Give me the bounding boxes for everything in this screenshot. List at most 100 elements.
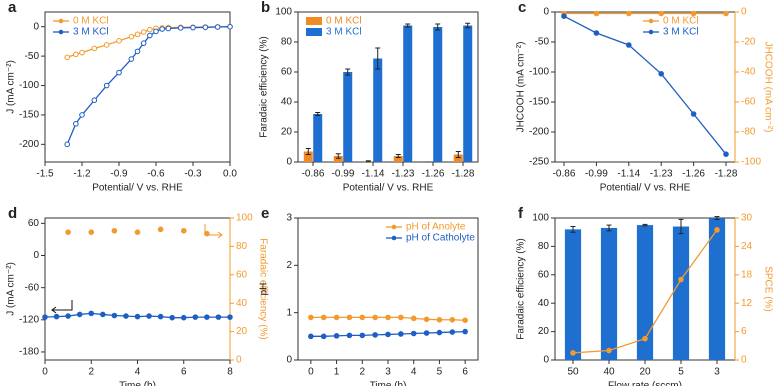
data-point — [169, 314, 175, 321]
legend-label: 3 M KCl — [663, 27, 699, 38]
data-point — [76, 311, 83, 318]
x-tick-label: 0.0 — [223, 169, 237, 180]
x-tick-label: 4 — [135, 367, 141, 378]
data-point — [359, 332, 366, 339]
data-point — [593, 30, 600, 36]
data-point — [42, 314, 48, 320]
bar — [303, 151, 313, 162]
y2-tick-label: 24 — [741, 241, 753, 252]
data-point — [449, 329, 456, 335]
x-tick-label: -1.28 — [715, 169, 738, 180]
data-point — [64, 54, 70, 61]
data-point — [204, 314, 210, 320]
panel-label: b — [261, 0, 270, 16]
y2-tick-label: 30 — [741, 213, 753, 224]
y-tick-label: 100 — [275, 7, 292, 18]
y-axis-label: Faradaic efficiency (%) — [259, 36, 270, 138]
x-tick-label: 6 — [181, 367, 187, 378]
y-tick-label: -100 — [19, 80, 39, 91]
y2-tick-label: -80 — [741, 127, 756, 138]
data-point — [177, 25, 184, 31]
plot-frame — [554, 11, 736, 163]
error-bar — [375, 47, 381, 70]
legend-marker — [391, 235, 397, 241]
data-point — [658, 71, 665, 77]
data-point — [449, 316, 456, 323]
y-tick-label: -150 — [19, 110, 39, 121]
data-point — [606, 347, 612, 354]
data-point — [626, 42, 632, 48]
y-tick-label: 60 — [538, 269, 550, 280]
x-tick-label: -1.5 — [36, 169, 54, 180]
bar — [453, 154, 463, 162]
data-point — [140, 29, 147, 35]
data-point — [593, 10, 600, 17]
data-point — [190, 24, 196, 31]
panel-label: c — [518, 0, 526, 16]
y2-tick-label: -40 — [741, 67, 756, 78]
x-axis-label: Potential/ V vs. RHE — [343, 183, 434, 194]
data-point — [147, 26, 153, 33]
data-point — [73, 120, 79, 127]
plot-frame — [44, 11, 231, 163]
data-point — [410, 330, 417, 337]
y-tick-label: 0 — [286, 355, 292, 366]
data-point — [123, 313, 129, 319]
data-point — [227, 314, 233, 320]
y-axis-label: Faradaic efficiency (%) — [516, 238, 527, 340]
panel: b 0 20 40 60 80 100 -0.86 -0.99 -1.14 -1.23 -1.26 -1… — [259, 0, 479, 194]
data-point — [690, 10, 697, 17]
bar — [708, 218, 726, 360]
x-tick-label: -1.26 — [422, 169, 445, 180]
y-tick-label: 0 — [286, 157, 292, 168]
x-tick-label: 6 — [462, 367, 468, 378]
y2-tick-label: 40 — [236, 298, 248, 309]
y-tick-label: 1 — [286, 307, 292, 318]
error-bar — [365, 160, 371, 163]
data-point — [159, 26, 165, 32]
x-tick-label: -0.3 — [184, 169, 202, 180]
y-tick-label: -250 — [529, 157, 549, 168]
error-bar — [405, 23, 411, 28]
y2-axis-label: Faradaic efficiency (%) — [257, 238, 268, 340]
x-axis-label: Time (h) — [370, 381, 407, 386]
y2-tick-label: 0 — [236, 355, 242, 366]
x-tick-label: -1.14 — [362, 169, 385, 180]
data-point — [372, 314, 378, 321]
panel: c 0 -50 -100 -150 -200 -250 0 -20 -40 -60 -80 -100 -0… — [516, 0, 774, 194]
y2-tick-label: -20 — [741, 37, 756, 48]
data-point — [215, 314, 222, 320]
bar — [672, 226, 690, 360]
y-tick-label: 0 — [543, 355, 549, 366]
y-tick-label: 2 — [286, 260, 292, 271]
bar — [600, 227, 618, 360]
data-point — [423, 330, 430, 336]
data-point — [116, 69, 122, 76]
data-point — [714, 227, 720, 233]
x-tick-label: 1 — [334, 367, 340, 378]
data-point — [65, 229, 71, 235]
x-tick-label: 40 — [603, 367, 615, 378]
data-point — [462, 328, 468, 335]
y-tick-label: -200 — [19, 139, 39, 150]
data-point — [91, 97, 98, 104]
y-tick-label: 20 — [281, 127, 293, 138]
data-point — [410, 315, 417, 322]
y-tick-label: -200 — [529, 127, 549, 138]
x-tick-label: 50 — [567, 367, 579, 378]
data-point — [65, 313, 71, 319]
x-tick-label: -0.86 — [553, 169, 576, 180]
y2-tick-label: 20 — [236, 326, 248, 337]
error-bar — [435, 23, 441, 31]
x-tick-label: -1.14 — [617, 169, 640, 180]
error-bar — [335, 153, 341, 159]
data-point — [678, 276, 684, 283]
x-axis-label: Time (h) — [119, 381, 156, 386]
x-tick-label: 2 — [88, 367, 94, 378]
bar — [373, 58, 383, 162]
y-tick-label: 3 — [286, 213, 292, 224]
data-point — [561, 13, 567, 20]
legend-label: 3 M KCl — [326, 27, 362, 38]
series-line — [66, 26, 231, 145]
